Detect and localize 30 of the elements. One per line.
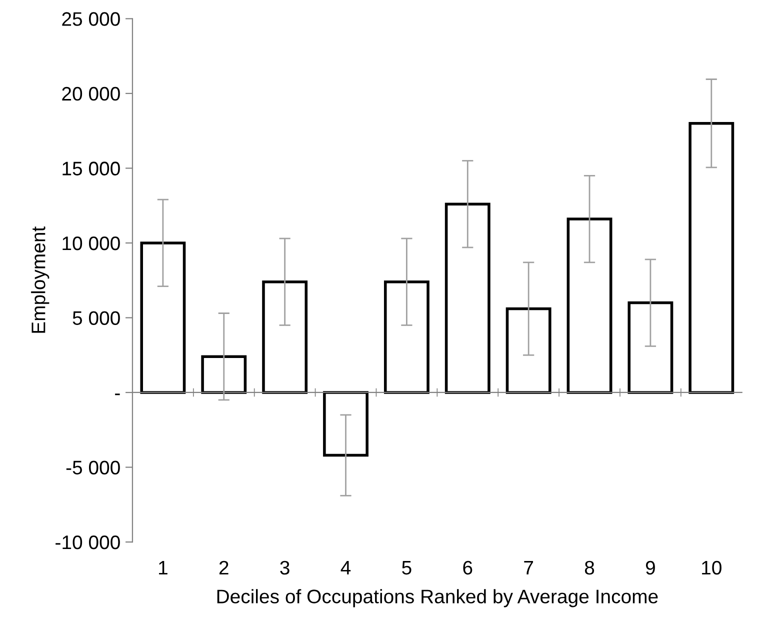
x-tick-label: 7 [524, 561, 534, 574]
x-tick-label: 2 [219, 560, 228, 574]
bar [444, 202, 490, 394]
y-tick-label: 25 000 [62, 12, 120, 26]
x-tick-label: 1 [159, 561, 168, 574]
x-axis-title: Deciles of Occupations Ranked by Average Income [217, 589, 658, 608]
y-tick-label: 20 000 [62, 86, 120, 101]
bar [566, 218, 612, 394]
x-tick-label: 3 [280, 560, 290, 575]
x-tick-label: 4 [340, 561, 351, 574]
x-tick-label: 6 [463, 560, 472, 575]
bar [201, 355, 247, 394]
y-tick-label: - [115, 394, 120, 396]
x-tick-label: 5 [402, 561, 412, 575]
bar [140, 242, 186, 394]
bar [628, 301, 674, 394]
y-axis-title: Employment [31, 226, 50, 333]
x-tick-label: 8 [584, 560, 594, 575]
bar [323, 391, 368, 457]
x-tick-label: 10 [702, 560, 722, 575]
y-tick-label: 5 000 [72, 311, 120, 325]
y-tick-label: 10 000 [62, 236, 120, 250]
bar [262, 280, 308, 394]
bar [384, 280, 430, 394]
bar [688, 122, 734, 394]
y-tick-label: -10 000 [56, 535, 120, 550]
y-tick-label: -5 000 [66, 460, 120, 474]
x-tick-label: 9 [646, 560, 655, 575]
bar [506, 307, 552, 394]
y-tick-label: 15 000 [62, 162, 120, 176]
